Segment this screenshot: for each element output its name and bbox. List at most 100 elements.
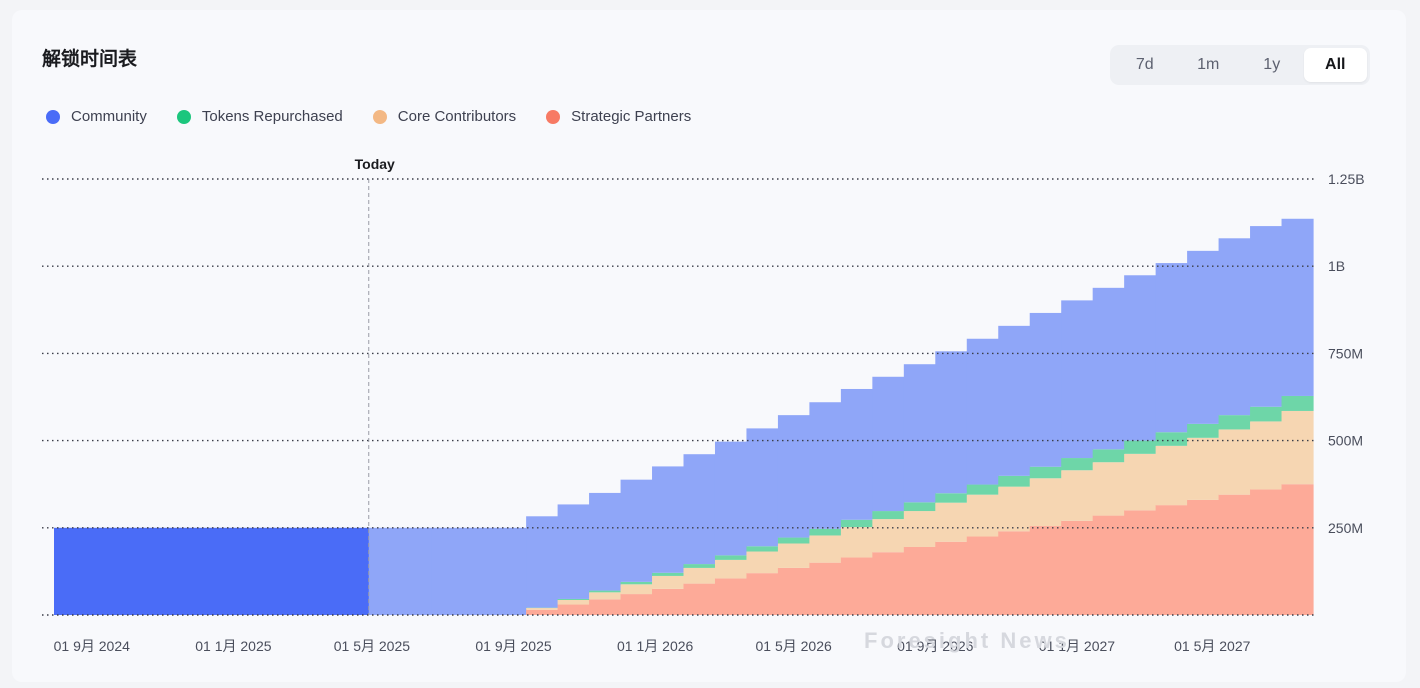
- bar-community-38: [1250, 226, 1283, 407]
- bar-core-contributors-30: [998, 486, 1031, 532]
- bar-tokens-repurchased-26: [872, 511, 905, 520]
- legend-item-core-contributors[interactable]: Core Contributors: [372, 108, 516, 125]
- bar-tokens-repurchased-18: [620, 581, 653, 585]
- bar-core-contributors-16: [557, 600, 590, 605]
- bar-tokens-repurchased-29: [966, 484, 999, 495]
- bar-tokens-repurchased-24: [809, 528, 842, 536]
- bar-strategic-partners-24: [809, 562, 842, 615]
- x-tick-label: 01 9月 2024: [54, 638, 130, 654]
- bar-core-contributors-29: [966, 494, 999, 537]
- bar-community-8: [305, 527, 338, 615]
- bar-tokens-repurchased-21: [714, 555, 748, 560]
- bar-strategic-partners-20: [683, 583, 716, 615]
- range-7d-button[interactable]: 7d: [1135, 56, 1154, 73]
- bar-core-contributors-34: [1124, 453, 1157, 511]
- bar-tokens-repurchased-38: [1250, 406, 1283, 422]
- bar-strategic-partners-27: [903, 546, 936, 615]
- x-tick-label: 01 5月 2027: [1174, 638, 1250, 654]
- bar-community-6: [242, 527, 275, 615]
- bar-strategic-partners-21: [714, 578, 748, 615]
- x-tick-label: 01 1月 2027: [1039, 638, 1115, 654]
- bar-tokens-repurchased-28: [935, 493, 968, 503]
- bar-core-contributors-21: [714, 559, 748, 579]
- bar-strategic-partners-16: [557, 604, 590, 615]
- bar-strategic-partners-25: [840, 557, 873, 615]
- bar-strategic-partners-37: [1218, 494, 1251, 615]
- bar-tokens-repurchased-30: [998, 475, 1031, 487]
- bar-strategic-partners-28: [935, 541, 968, 615]
- bar-community-32: [1061, 300, 1094, 459]
- bar-community-1: [85, 527, 118, 615]
- bar-core-contributors-35: [1155, 445, 1188, 506]
- page-title: 解锁时间表: [42, 49, 138, 70]
- bar-tokens-repurchased-22: [746, 546, 779, 552]
- bar-core-contributors-15: [526, 608, 559, 610]
- bar-community-36: [1187, 250, 1220, 424]
- bar-tokens-repurchased-36: [1187, 423, 1220, 438]
- bar-tokens-repurchased-20: [683, 564, 716, 568]
- legend-item-strategic-partners[interactable]: Strategic Partners: [546, 108, 691, 125]
- legend-dot-community: [46, 109, 60, 124]
- bar-community-15: [526, 516, 559, 608]
- bar-community-11: [400, 527, 433, 615]
- bar-strategic-partners-33: [1092, 515, 1125, 615]
- bar-tokens-repurchased-37: [1218, 415, 1251, 430]
- bar-community-29: [966, 338, 999, 485]
- x-tick-label: 01 9月 2025: [475, 638, 551, 654]
- bar-community-0: [54, 527, 87, 615]
- watermark: Foresight News: [864, 628, 1070, 653]
- legend-label: Tokens Repurchased: [201, 108, 343, 125]
- bar-core-contributors-23: [777, 543, 810, 568]
- bar-community-34: [1124, 275, 1157, 441]
- bar-core-contributors-36: [1187, 437, 1220, 500]
- bar-community-3: [148, 527, 181, 615]
- bar-tokens-repurchased-23: [777, 537, 810, 544]
- bar-core-contributors-22: [746, 551, 779, 574]
- bar-tokens-repurchased-33: [1092, 449, 1125, 463]
- bar-tokens-repurchased-34: [1124, 440, 1157, 454]
- chart-legend: Community Tokens Repurchased Core Contri…: [46, 108, 721, 125]
- bar-core-contributors-17: [589, 592, 622, 600]
- bar-core-contributors-20: [683, 567, 716, 584]
- bar-tokens-repurchased-19: [652, 572, 685, 576]
- bar-core-contributors-28: [935, 502, 968, 542]
- y-tick-label: 750M: [1328, 345, 1363, 361]
- legend-dot-core-contributors: [372, 109, 387, 124]
- bar-tokens-repurchased-32: [1061, 458, 1094, 471]
- bar-community-39: [1281, 218, 1314, 396]
- range-1y-button[interactable]: 1y: [1263, 56, 1281, 73]
- legend-item-tokens-repurchased[interactable]: Tokens Repurchased: [176, 108, 343, 125]
- bar-strategic-partners-15: [526, 609, 559, 615]
- bar-community-5: [211, 527, 244, 615]
- range-1m-button[interactable]: 1m: [1197, 56, 1220, 73]
- bar-community-24: [809, 402, 842, 529]
- bar-core-contributors-27: [903, 511, 936, 547]
- bar-core-contributors-18: [620, 584, 653, 595]
- bar-community-10: [368, 527, 401, 615]
- bar-community-37: [1218, 238, 1251, 416]
- bar-tokens-repurchased-25: [840, 519, 873, 528]
- bar-tokens-repurchased-35: [1155, 432, 1188, 446]
- bar-community-23: [777, 415, 810, 538]
- bar-community-12: [431, 527, 464, 615]
- y-tick-label: 500M: [1328, 433, 1363, 449]
- range-all-button[interactable]: All: [1303, 48, 1367, 82]
- bar-strategic-partners-30: [998, 531, 1031, 615]
- bar-strategic-partners-36: [1187, 499, 1220, 615]
- x-tick-label: 01 5月 2026: [756, 638, 832, 654]
- bar-core-contributors-39: [1281, 410, 1314, 485]
- bar-community-20: [683, 454, 716, 565]
- legend-item-community[interactable]: Community: [46, 108, 147, 125]
- bar-tokens-repurchased-16: [557, 598, 590, 601]
- x-tick-label: 01 5月 2025: [334, 638, 410, 654]
- bar-strategic-partners-23: [777, 567, 810, 615]
- bar-core-contributors-19: [652, 575, 685, 589]
- bar-tokens-repurchased-31: [1029, 466, 1062, 479]
- bar-community-18: [620, 479, 653, 582]
- bar-core-contributors-24: [809, 535, 842, 563]
- bar-strategic-partners-34: [1124, 510, 1157, 615]
- bar-strategic-partners-19: [652, 588, 685, 615]
- bar-strategic-partners-18: [620, 594, 653, 615]
- bar-community-9: [337, 527, 370, 615]
